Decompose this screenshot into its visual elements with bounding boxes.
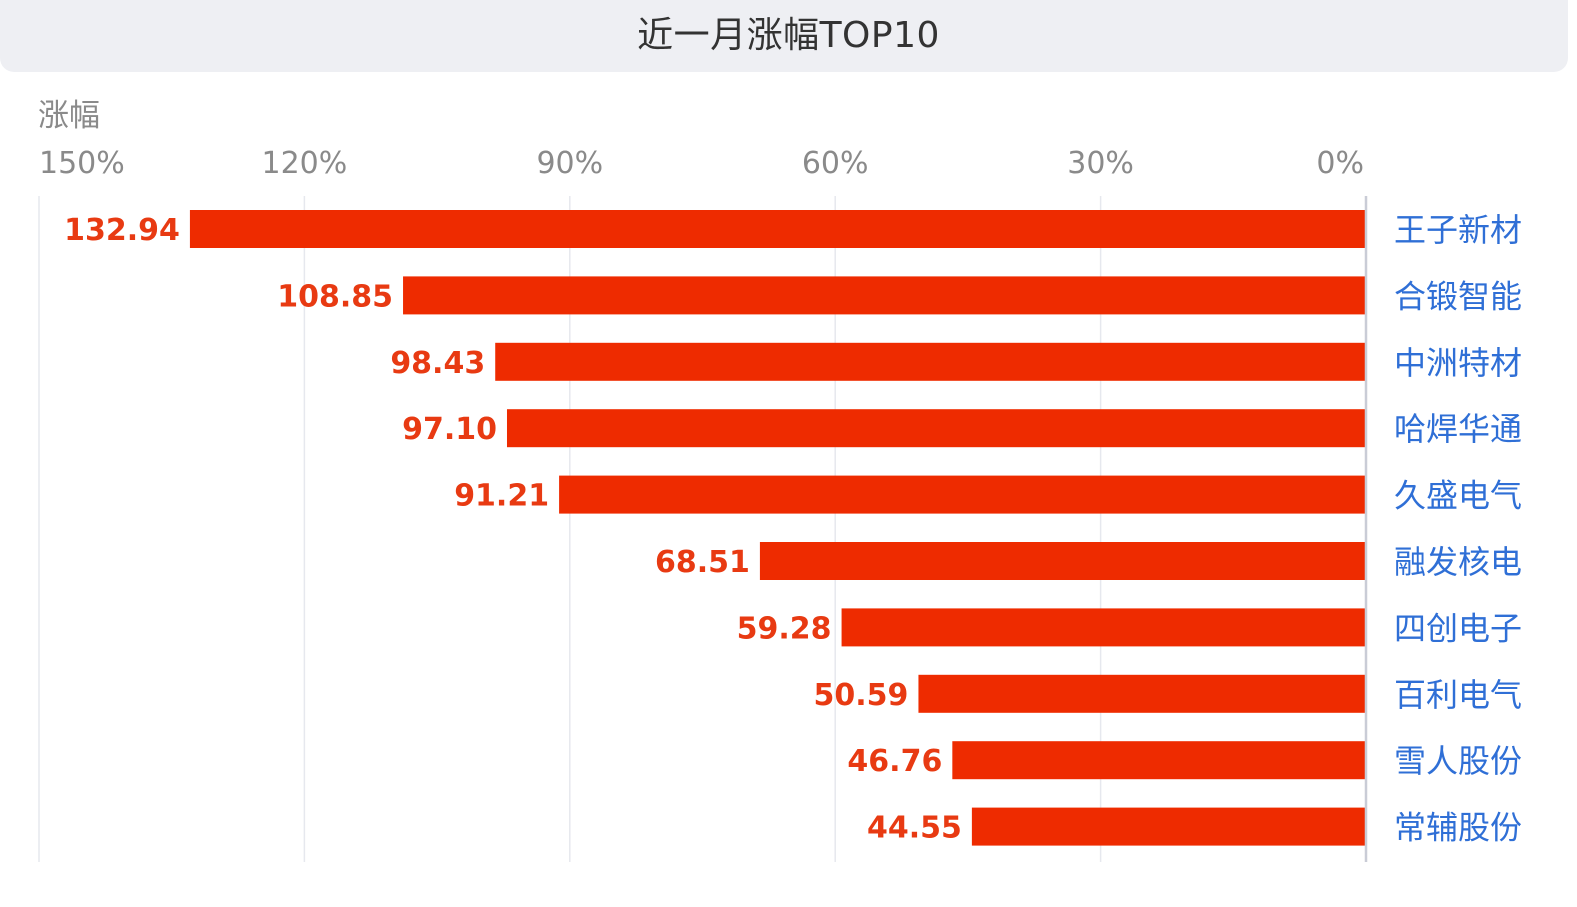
bar-value-label: 132.94	[64, 213, 180, 248]
y-axis-title: 涨幅	[38, 98, 100, 134]
x-tick-label: 0%	[1316, 146, 1364, 181]
bar	[403, 276, 1366, 315]
category-label: 久盛电气	[1394, 477, 1522, 515]
x-tick-label: 90%	[536, 146, 603, 181]
category-label: 百利电气	[1394, 676, 1522, 714]
bar	[971, 807, 1366, 846]
bar-value-label: 68.51	[655, 545, 750, 580]
bar	[189, 210, 1367, 248]
category-label: 四创电子	[1394, 609, 1522, 647]
x-tick-label: 120%	[262, 146, 348, 181]
bar	[495, 342, 1366, 381]
bar-value-label: 46.76	[847, 744, 942, 779]
bar	[506, 409, 1367, 448]
bar	[559, 475, 1366, 514]
bar-value-label: 50.59	[814, 678, 909, 713]
bar	[918, 674, 1366, 713]
title-bar	[0, 0, 1568, 72]
bar-value-label: 97.10	[402, 412, 497, 447]
category-label: 合锻智能	[1394, 277, 1522, 315]
x-tick-label: 60%	[802, 146, 869, 181]
category-label: 雪人股份	[1394, 742, 1522, 780]
bar-value-label: 108.85	[277, 279, 393, 314]
category-label: 常辅股份	[1394, 809, 1522, 847]
bar	[759, 542, 1366, 580]
bar	[841, 608, 1366, 647]
bar-value-label: 59.28	[737, 611, 832, 646]
chart-title: 近一月涨幅TOP10	[637, 15, 940, 56]
bar-value-label: 98.43	[390, 346, 485, 381]
category-label: 哈焊华通	[1394, 410, 1522, 448]
category-label: 中洲特材	[1394, 344, 1522, 382]
category-label: 王子新材	[1394, 211, 1522, 249]
bar-value-label: 91.21	[454, 479, 549, 514]
x-tick-label: 30%	[1067, 146, 1134, 181]
category-label: 融发核电	[1394, 543, 1522, 581]
bar	[952, 741, 1366, 780]
x-tick-label: 150%	[39, 146, 125, 181]
bar-value-label: 44.55	[867, 811, 962, 846]
